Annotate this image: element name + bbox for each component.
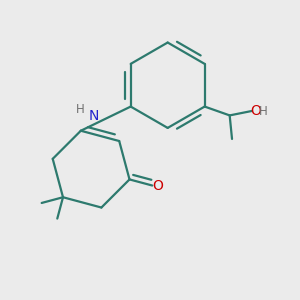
Text: H: H bbox=[259, 105, 267, 118]
Text: H: H bbox=[76, 103, 85, 116]
Text: N: N bbox=[89, 109, 99, 123]
Text: O: O bbox=[152, 178, 163, 193]
Text: O: O bbox=[250, 104, 261, 118]
